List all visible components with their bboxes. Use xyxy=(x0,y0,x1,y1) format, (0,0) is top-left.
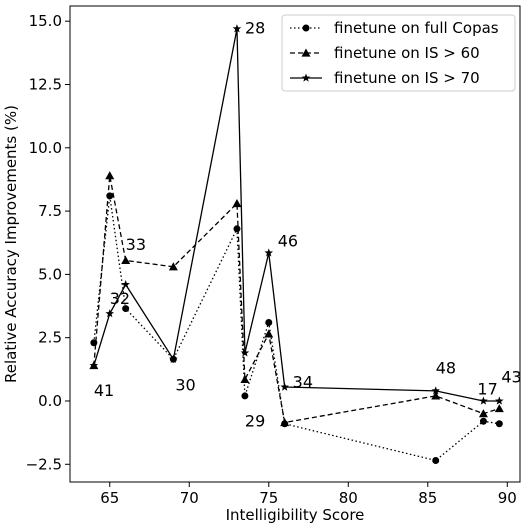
annotation-label: 33 xyxy=(126,235,146,254)
data-point xyxy=(495,420,503,428)
annotation-label: 30 xyxy=(175,376,195,395)
legend-item: finetune on IS > 60 xyxy=(290,44,480,62)
legend-label: finetune on IS > 70 xyxy=(334,69,480,87)
legend-item: finetune on IS > 70 xyxy=(290,69,480,87)
data-point xyxy=(432,456,440,464)
data-point xyxy=(280,382,289,391)
data-point xyxy=(479,417,487,425)
data-point xyxy=(494,404,504,413)
data-point xyxy=(169,354,178,363)
data-point xyxy=(232,24,242,33)
data-point xyxy=(105,171,115,180)
data-point xyxy=(105,309,115,318)
annotation-label: 41 xyxy=(94,381,114,400)
data-point xyxy=(233,225,241,233)
annotation-label: 17 xyxy=(477,379,497,398)
legend-marker xyxy=(301,48,311,57)
x-axis-ticks: 65 70 75 80 85 90 xyxy=(100,482,517,507)
legend-marker xyxy=(302,24,310,32)
x-tick-label: 65 xyxy=(100,489,119,507)
data-point xyxy=(280,418,290,427)
x-tick-label: 85 xyxy=(418,489,437,507)
data-point xyxy=(240,348,250,357)
data-point xyxy=(431,391,441,400)
data-point xyxy=(479,396,488,405)
y-tick-label: 10.0 xyxy=(29,139,62,157)
axis-labels: Intelligibility Score Relative Accuracy … xyxy=(2,105,364,524)
data-point xyxy=(240,374,250,384)
annotation-label: 29 xyxy=(245,411,265,430)
y-tick-label: 12.5 xyxy=(29,75,62,93)
data-point xyxy=(121,280,130,289)
y-tick-label: 0.0 xyxy=(38,392,62,410)
x-tick-label: 80 xyxy=(339,489,358,507)
data-point xyxy=(265,318,273,326)
x-tick-label: 70 xyxy=(180,489,199,507)
data-point xyxy=(431,386,440,395)
series-2 xyxy=(89,171,504,427)
data-point xyxy=(121,255,131,265)
data-point xyxy=(89,361,99,370)
y-tick-label: 15.0 xyxy=(29,12,62,30)
legend-marker xyxy=(301,73,311,82)
annotation-label: 43 xyxy=(501,367,521,386)
annotation-label: 48 xyxy=(436,358,456,377)
y-tick-label: 5.0 xyxy=(38,265,62,283)
annotation-label: 32 xyxy=(110,289,130,308)
legend-label: finetune on full Copas xyxy=(334,19,499,37)
plot-frame xyxy=(69,5,521,483)
series-3 xyxy=(89,24,504,405)
y-axis-ticks: −2.5 0.0 2.5 5.0 7.5 10.0 12.5 15.0 xyxy=(26,12,70,473)
x-axis-label: Intelligibility Score xyxy=(226,506,365,524)
data-point xyxy=(264,329,274,338)
data-point xyxy=(232,198,242,208)
annotation-label: 34 xyxy=(293,373,313,392)
legend-item: finetune on full Copas xyxy=(290,19,499,37)
x-tick-label: 90 xyxy=(498,489,517,507)
x-tick-label: 75 xyxy=(259,489,278,507)
data-point xyxy=(478,409,488,418)
legend: finetune on full Copas finetune on IS > 6… xyxy=(281,14,516,92)
y-tick-label: 7.5 xyxy=(38,202,62,220)
legend-label: finetune on IS > 60 xyxy=(334,44,480,62)
data-point xyxy=(241,392,249,400)
legend-box xyxy=(281,14,516,92)
y-tick-label: 2.5 xyxy=(38,329,62,347)
data-point xyxy=(168,262,178,271)
data-point xyxy=(264,248,274,257)
series-line xyxy=(93,175,500,424)
annotation-label: 28 xyxy=(245,18,265,37)
data-point xyxy=(122,305,130,313)
data-point xyxy=(495,396,504,405)
data-point xyxy=(106,192,114,200)
y-tick-label: −2.5 xyxy=(26,455,62,473)
annotation-label: 46 xyxy=(278,231,298,250)
y-axis-label: Relative Accuracy Improvements (%) xyxy=(2,105,20,383)
